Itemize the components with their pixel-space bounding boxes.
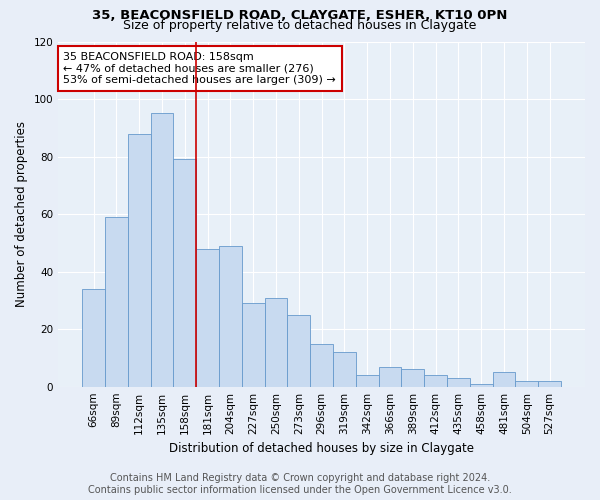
Bar xyxy=(310,344,333,386)
Bar xyxy=(538,381,561,386)
Bar xyxy=(493,372,515,386)
Bar xyxy=(447,378,470,386)
Bar xyxy=(82,289,105,386)
Y-axis label: Number of detached properties: Number of detached properties xyxy=(15,121,28,307)
Bar xyxy=(333,352,356,386)
Bar xyxy=(173,160,196,386)
X-axis label: Distribution of detached houses by size in Claygate: Distribution of detached houses by size … xyxy=(169,442,474,455)
Text: Size of property relative to detached houses in Claygate: Size of property relative to detached ho… xyxy=(124,19,476,32)
Bar xyxy=(379,366,401,386)
Bar xyxy=(470,384,493,386)
Bar xyxy=(128,134,151,386)
Bar xyxy=(515,381,538,386)
Bar xyxy=(105,217,128,386)
Bar xyxy=(219,246,242,386)
Bar xyxy=(401,370,424,386)
Bar xyxy=(287,315,310,386)
Text: 35, BEACONSFIELD ROAD, CLAYGATE, ESHER, KT10 0PN: 35, BEACONSFIELD ROAD, CLAYGATE, ESHER, … xyxy=(92,9,508,22)
Bar xyxy=(265,298,287,386)
Bar xyxy=(242,304,265,386)
Bar xyxy=(151,114,173,386)
Text: 35 BEACONSFIELD ROAD: 158sqm
← 47% of detached houses are smaller (276)
53% of s: 35 BEACONSFIELD ROAD: 158sqm ← 47% of de… xyxy=(64,52,336,85)
Bar xyxy=(196,248,219,386)
Bar xyxy=(356,375,379,386)
Bar xyxy=(424,375,447,386)
Text: Contains HM Land Registry data © Crown copyright and database right 2024.
Contai: Contains HM Land Registry data © Crown c… xyxy=(88,474,512,495)
